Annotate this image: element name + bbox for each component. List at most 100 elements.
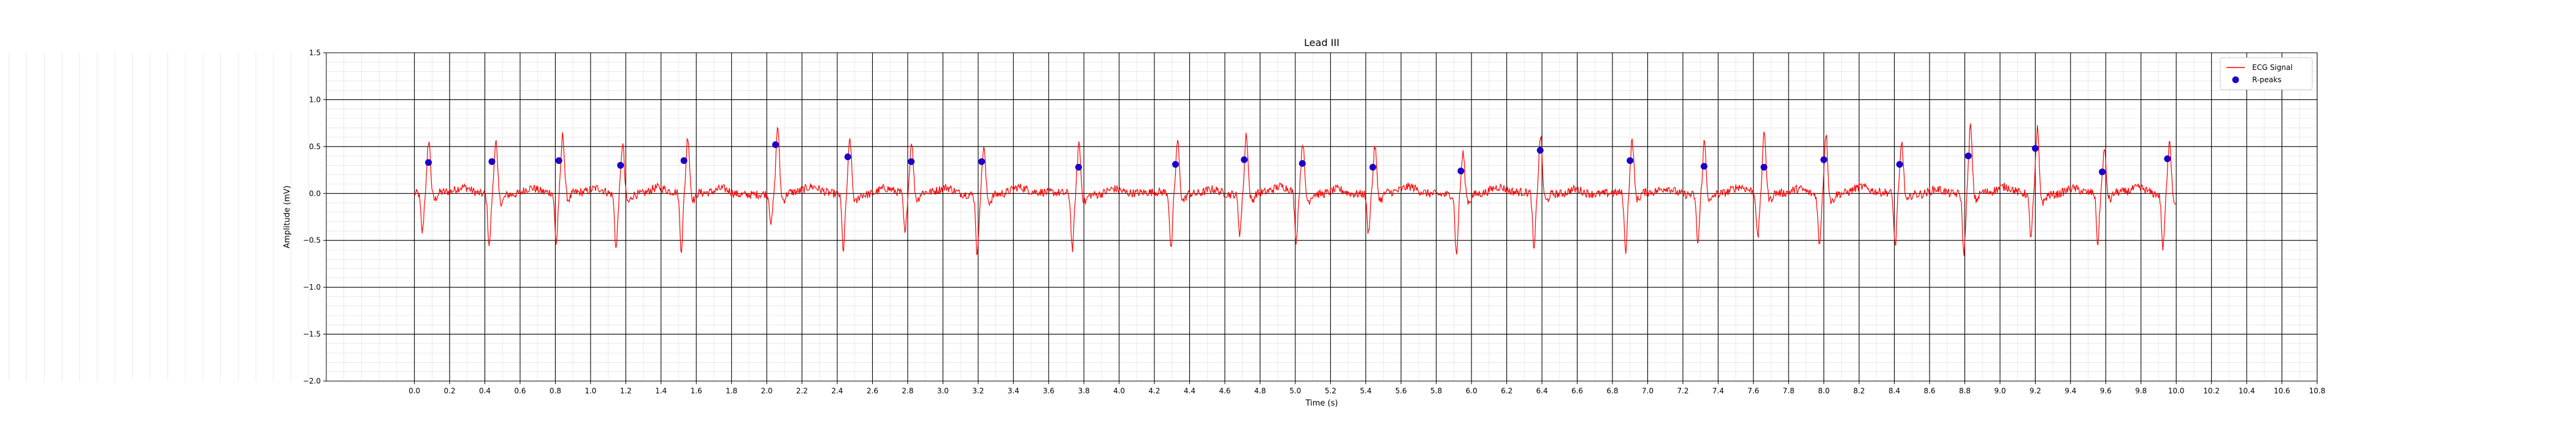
x-tick-label: 0.2 (444, 387, 456, 395)
ecg-signal-line (414, 123, 2177, 256)
x-tick-label: 7.2 (1677, 387, 1689, 395)
plot-frame (326, 52, 2318, 382)
x-tick-label: 8.2 (1853, 387, 1865, 395)
x-tick-label: 1.4 (655, 387, 667, 395)
x-tick-label: 0.4 (479, 387, 491, 395)
x-tick-label: 6.6 (1571, 387, 1583, 395)
x-tick-label: 10.2 (2203, 387, 2220, 395)
r-peak-point (1627, 157, 1634, 164)
y-tick-label: 0.0 (309, 189, 321, 198)
y-tick-label: −2.0 (303, 377, 321, 385)
r-peak-point (1896, 161, 1903, 168)
x-tick-label: 4.2 (1149, 387, 1160, 395)
x-tick-label: 0.0 (408, 387, 420, 395)
x-tick-label: 3.0 (937, 387, 949, 395)
r-peak-point (1457, 168, 1465, 175)
x-tick-label: 3.8 (1078, 387, 1090, 395)
x-tick-label: 5.2 (1325, 387, 1336, 395)
x-tick-label: 7.6 (1747, 387, 1759, 395)
x-axis: 0.0 0.2 0.4 0.6 0.8 1.0 1.2 1.4 1.6 1.8 2.0 2.2 2.4 2… (408, 381, 2325, 395)
x-tick-label: 10.6 (2274, 387, 2290, 395)
x-tick-label: 5.4 (1360, 387, 1371, 395)
x-tick-label: 2.0 (761, 387, 773, 395)
x-tick-label: 6.4 (1536, 387, 1548, 395)
series-layer (414, 123, 2177, 256)
x-tick-label: 9.4 (2064, 387, 2076, 395)
x-tick-label: 4.8 (1254, 387, 1266, 395)
x-tick-label: 2.2 (796, 387, 808, 395)
r-peak-point (1700, 163, 1708, 170)
x-tick-label: 4.0 (1113, 387, 1125, 395)
y-tick-label: 0.5 (309, 142, 321, 151)
legend-point-swatch (2232, 76, 2239, 83)
y-axis-label: Amplitude (mV) (283, 185, 292, 248)
r-peak-point (2031, 145, 2039, 152)
x-tick-label: 8.4 (1888, 387, 1900, 395)
x-tick-label: 2.6 (867, 387, 878, 395)
x-tick-label: 10.8 (2309, 387, 2326, 395)
x-tick-label: 7.8 (1783, 387, 1795, 395)
x-tick-label: 1.8 (726, 387, 737, 395)
x-tick-label: 7.4 (1712, 387, 1724, 395)
legend-label-rpeaks: R-peaks (2252, 75, 2282, 84)
x-tick-label: 0.6 (514, 387, 526, 395)
legend: ECG Signal R-peaks (2220, 57, 2313, 90)
major-grid (326, 52, 2318, 382)
x-tick-label: 8.0 (1818, 387, 1830, 395)
r-peak-point (772, 141, 780, 148)
r-peak-point (1241, 156, 1248, 163)
x-tick-label: 1.2 (620, 387, 632, 395)
r-peak-point (1369, 163, 1376, 171)
r-peak-point (1965, 152, 1972, 160)
x-tick-label: 1.0 (585, 387, 596, 395)
x-tick-label: 3.2 (972, 387, 984, 395)
y-tick-label: 1.0 (309, 95, 321, 104)
x-tick-label: 10.4 (2239, 387, 2255, 395)
x-tick-label: 3.4 (1008, 387, 1019, 395)
x-tick-label: 4.6 (1219, 387, 1230, 395)
x-tick-label: 9.2 (2030, 387, 2041, 395)
x-tick-label: 6.2 (1501, 387, 1512, 395)
r-peak-point (617, 161, 624, 169)
r-peak-point (425, 159, 432, 166)
r-peak-point (1760, 163, 1768, 171)
x-tick-label: 9.0 (1994, 387, 2006, 395)
y-axis: 1.5 1.0 0.5 0.0 −0.5 −1.0 −1.5 −2.0 (303, 48, 326, 385)
r-peak-point (1172, 161, 1179, 168)
x-tick-label: 10.0 (2168, 387, 2185, 395)
r-peak-point (844, 153, 851, 161)
r-peak-point (1536, 147, 1544, 154)
r-peak-point (680, 157, 688, 164)
r-peak-point (488, 158, 496, 165)
y-tick-label: 1.5 (309, 48, 321, 57)
r-peak-point (2099, 168, 2106, 176)
y-tick-label: −1.5 (303, 330, 321, 339)
x-tick-label: 2.4 (831, 387, 843, 395)
chart-title: Lead III (1304, 37, 1340, 48)
x-tick-label: 5.6 (1395, 387, 1407, 395)
x-tick-label: 5.8 (1430, 387, 1442, 395)
x-tick-label: 2.8 (902, 387, 913, 395)
x-tick-label: 7.0 (1642, 387, 1654, 395)
r-peak-point (1820, 156, 1828, 163)
x-tick-label: 0.8 (550, 387, 561, 395)
x-tick-label: 4.4 (1184, 387, 1195, 395)
x-tick-label: 8.8 (1959, 387, 1971, 395)
x-tick-label: 8.6 (1923, 387, 1935, 395)
r-peak-point (555, 157, 562, 164)
minor-grid (9, 53, 2317, 381)
r-peak-point (1298, 160, 1306, 167)
x-tick-label: 9.6 (2100, 387, 2112, 395)
x-tick-label: 6.0 (1466, 387, 1478, 395)
x-tick-label: 9.8 (2135, 387, 2147, 395)
y-tick-label: −1.0 (303, 283, 321, 291)
legend-label-ecg: ECG Signal (2252, 63, 2293, 72)
x-axis-label: Time (s) (1305, 399, 1338, 408)
x-tick-label: 1.6 (691, 387, 702, 395)
x-tick-label: 5.0 (1289, 387, 1301, 395)
legend-box (2220, 57, 2313, 90)
r-peak-point (2164, 155, 2171, 163)
